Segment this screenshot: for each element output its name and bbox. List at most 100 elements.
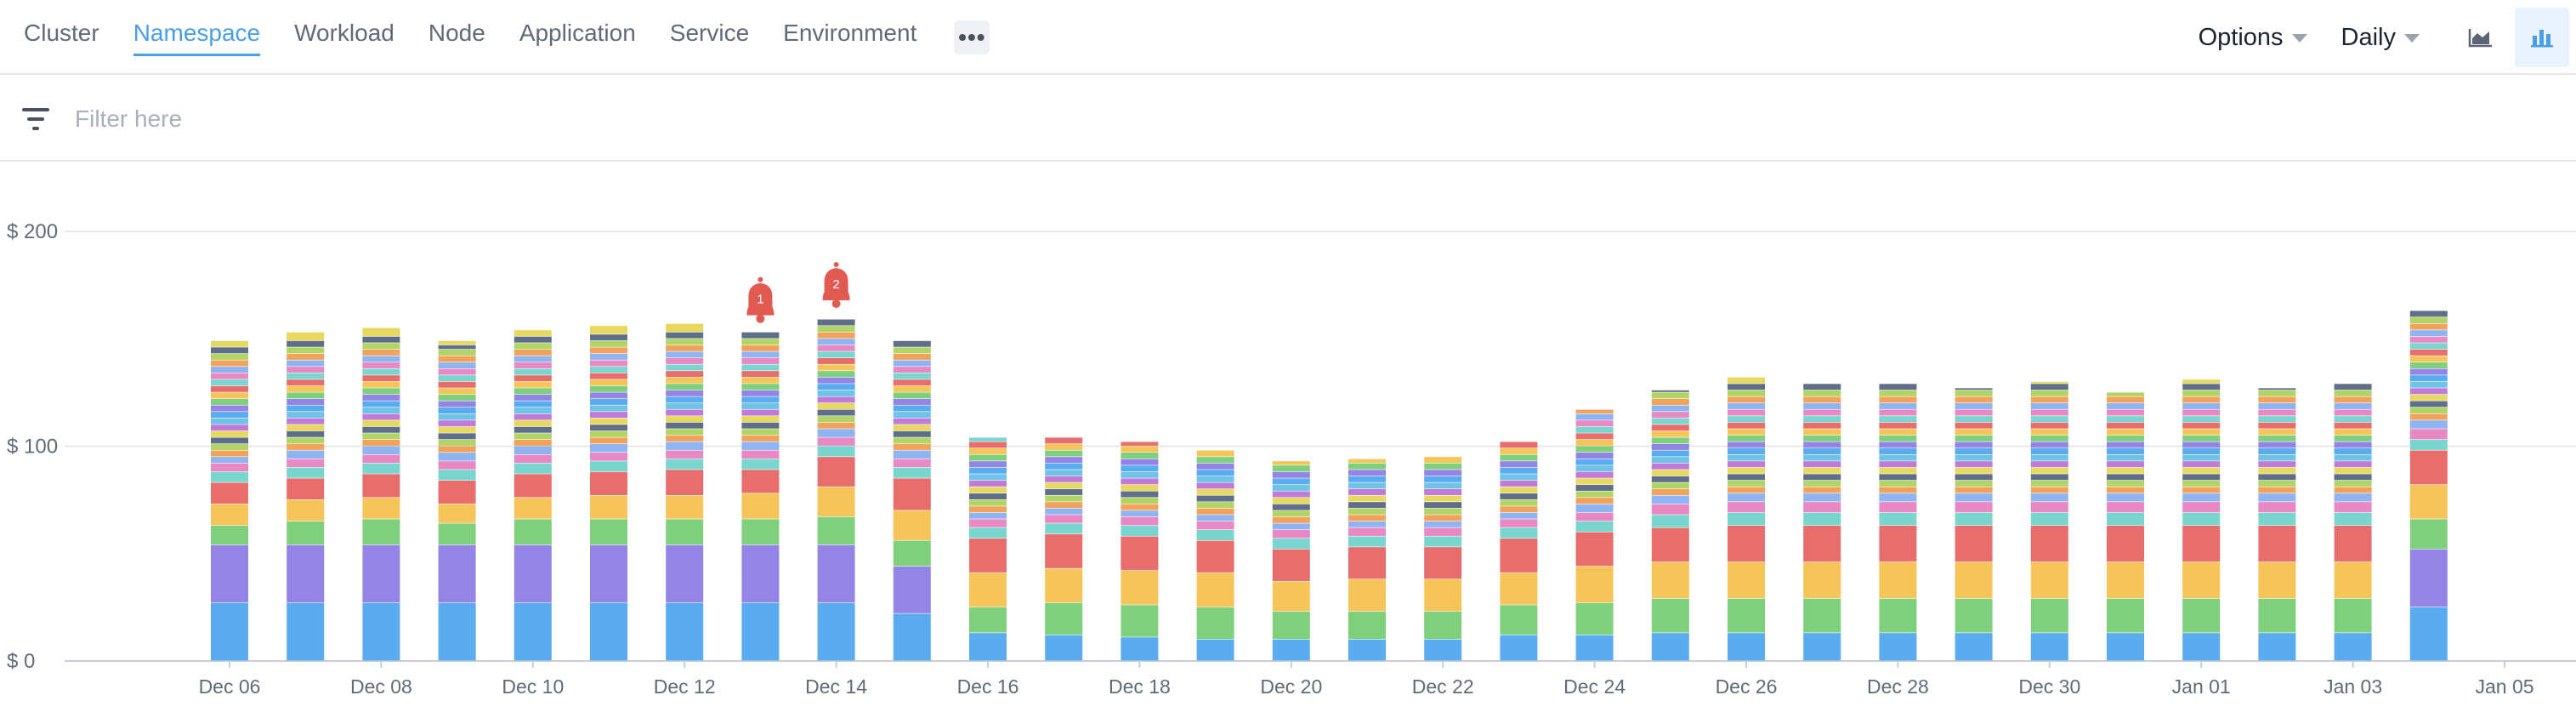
bell-top [833,262,839,267]
bar-segment [741,459,780,470]
bar-segment [666,377,704,384]
bar-segment [438,356,476,362]
bar-segment [1348,547,1386,579]
bar-segment [1424,579,1462,612]
options-dropdown[interactable]: Options [2199,24,2307,52]
bar-segment [1955,442,1993,448]
bar-segment [1575,498,1614,504]
bar-segment [1045,470,1083,476]
bar-chart-button[interactable] [2515,8,2569,67]
bar-segment [817,602,855,661]
bar-segment [2409,484,2448,519]
bar-dec-14[interactable] [817,319,855,661]
bar-dec-28[interactable] [1879,384,1917,661]
bar-segment [1879,480,1917,487]
bar-segment [287,602,325,661]
more-tabs-button[interactable]: ••• [954,20,990,54]
bar-jan-02[interactable] [2258,388,2296,661]
bar-segment [2030,461,2068,468]
bar-dec-09[interactable] [438,340,476,661]
tab-application[interactable]: Application [519,20,636,46]
bar-segment [211,457,248,464]
bar-dec-22[interactable] [1424,457,1462,661]
bar-dec-17[interactable] [1045,437,1083,661]
bar-segment [2258,480,2296,487]
bar-segment [817,429,855,437]
bar-segment [1575,532,1614,567]
bar-dec-15[interactable] [893,340,931,661]
bar-segment [438,480,476,504]
interval-dropdown[interactable]: Daily [2341,24,2420,52]
alert-marker[interactable]: 2 [822,262,850,308]
bar-dec-30[interactable] [2030,381,2068,661]
bar-dec-16[interactable] [969,437,1007,661]
bar-dec-08[interactable] [362,328,400,661]
bar-dec-18[interactable] [1121,442,1159,661]
bar-segment [438,426,476,433]
bar-dec-29[interactable] [1955,388,1993,661]
bar-segment [2258,442,2296,448]
bar-segment [666,345,704,351]
bar-dec-12[interactable] [666,323,704,661]
bar-segment [287,467,325,478]
bar-segment [817,377,855,384]
bar-dec-07[interactable] [287,332,325,661]
filter-input[interactable] [75,97,840,141]
tab-service[interactable]: Service [669,20,750,46]
bar-jan-04[interactable] [2409,311,2448,661]
bar-segment [1045,523,1083,534]
bar-segment [741,371,780,378]
bar-segment [969,499,1007,506]
bar-segment [1651,463,1689,470]
tab-cluster[interactable]: Cluster [24,20,99,46]
bar-segment [1803,461,1841,468]
bar-dec-10[interactable] [513,330,552,661]
bar-dec-23[interactable] [1500,442,1538,661]
bar-segment [1803,525,1841,562]
bar-segment [1500,499,1538,506]
tab-namespace[interactable]: Namespace [133,0,261,75]
bar-dec-11[interactable] [590,326,627,661]
bar-segment [1575,413,1614,420]
x-tick-label: Jan 05 [2475,675,2533,698]
tab-environment[interactable]: Environment [783,20,917,46]
bar-segment [1803,561,1841,599]
bar-segment [1803,512,1841,526]
bar-dec-19[interactable] [1196,450,1234,661]
bar-segment [1196,639,1234,661]
bar-dec-06[interactable] [211,340,248,661]
bar-segment [438,394,476,401]
bar-segment [1272,523,1310,530]
bar-segment [1651,633,1689,661]
bar-segment [362,336,400,343]
bar-segment [1879,435,1917,442]
bar-segment [1575,453,1614,459]
bar-dec-25[interactable] [1651,390,1689,661]
bar-jan-01[interactable] [2182,379,2221,661]
bar-dec-26[interactable] [1728,377,1765,661]
tab-workload[interactable]: Workload [294,20,394,46]
bar-dec-20[interactable] [1272,461,1310,661]
bar-segment [2258,448,2296,454]
bar-segment [969,512,1007,519]
bar-dec-13[interactable] [741,332,780,661]
bar-jan-03[interactable] [2334,384,2372,661]
bar-segment [438,504,476,523]
filter-icon[interactable] [20,105,51,133]
alert-marker[interactable]: 1 [746,276,775,323]
bar-segment [1348,515,1386,521]
bar-segment [666,442,704,450]
bar-dec-27[interactable] [1803,384,1841,661]
bar-dec-31[interactable] [2107,392,2144,661]
bar-segment [1045,602,1083,635]
bar-dec-21[interactable] [1348,459,1386,661]
bar-segment [287,430,325,437]
tab-node[interactable]: Node [428,20,485,46]
bar-segment [1803,416,1841,423]
bar-segment [1879,384,1917,390]
bar-segment [1196,470,1234,476]
bar-segment [1651,561,1689,599]
area-chart-button[interactable] [2454,8,2508,67]
bar-segment [2107,409,2144,416]
bar-dec-24[interactable] [1575,409,1614,661]
